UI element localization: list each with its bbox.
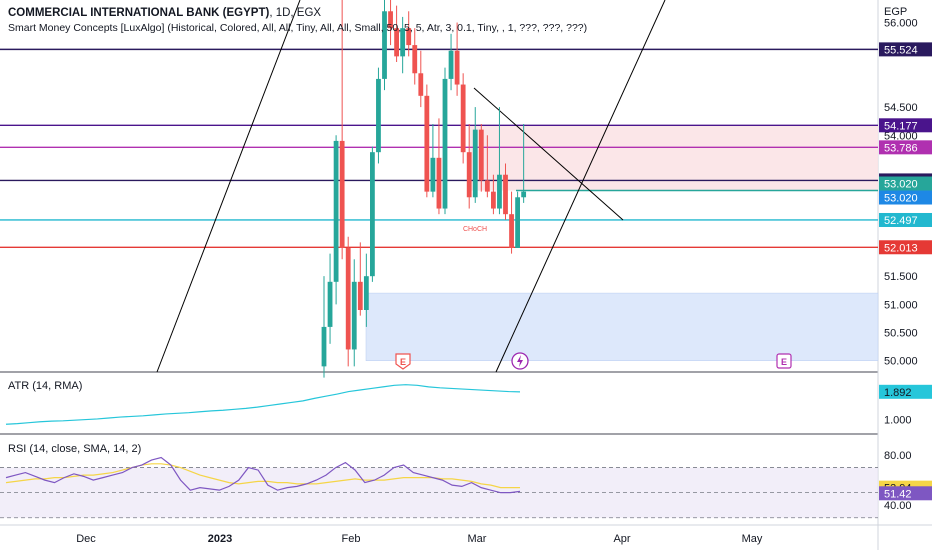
atr-tick-label: 1.000: [884, 415, 912, 427]
candle[interactable]: [370, 152, 375, 277]
price-badge: 53.020: [884, 193, 918, 205]
supply-zone: [470, 125, 878, 191]
candle[interactable]: [424, 95, 430, 192]
candle[interactable]: [394, 28, 399, 57]
candle[interactable]: [418, 73, 424, 96]
candle[interactable]: [521, 191, 527, 198]
candle[interactable]: [509, 214, 514, 248]
atr-value-badge: 1.892: [884, 387, 912, 399]
lightning-icon: [517, 355, 523, 367]
rsi-tick-label: 40.00: [884, 500, 912, 512]
trendline: [473, 87, 624, 221]
price-badge: 54.177: [884, 120, 918, 132]
candle[interactable]: [436, 157, 442, 209]
candle[interactable]: [460, 84, 466, 153]
earnings-marker[interactable]: E: [395, 353, 411, 370]
time-tick-label: May: [742, 533, 763, 545]
earnings-marker-shape: [776, 353, 792, 369]
candle[interactable]: [466, 152, 472, 198]
time-tick-label: Mar: [468, 533, 487, 545]
price-badge: 55.524: [884, 44, 918, 56]
price-badge: 53.786: [884, 142, 918, 154]
candle[interactable]: [321, 326, 327, 367]
symbol-legend[interactable]: COMMERCIAL INTERNATIONAL BANK (EGYPT), 1…: [8, 7, 321, 19]
time-tick-label: 2023: [208, 533, 232, 545]
earnings-marker-label: E: [400, 357, 406, 367]
candle[interactable]: [400, 28, 406, 57]
atr-value-badge-bg: [879, 384, 932, 399]
candle[interactable]: [497, 174, 502, 209]
atr-line: [5, 384, 521, 425]
price-badge: 53.020: [884, 179, 918, 191]
candle[interactable]: [442, 78, 448, 209]
candle[interactable]: [454, 50, 460, 85]
dividend-icon[interactable]: [511, 352, 529, 370]
atr-legend[interactable]: ATR (14, RMA): [8, 380, 83, 392]
symbol-name: COMMERCIAL INTERNATIONAL BANK (EGYPT): [8, 7, 270, 19]
price-tick-label: 51.500: [884, 271, 918, 283]
price-badge: 52.497: [884, 215, 918, 227]
symbol-meta: , 1D, EGX: [269, 7, 322, 19]
candle[interactable]: [491, 191, 496, 209]
candle[interactable]: [339, 140, 345, 248]
indicator-legend[interactable]: Smart Money Concepts [LuxAlgo] (Historic…: [8, 22, 588, 34]
candle[interactable]: [430, 157, 436, 192]
earnings-marker-label: E: [781, 357, 787, 367]
candle[interactable]: [376, 78, 381, 153]
price-badge: 52.013: [884, 242, 918, 254]
candle[interactable]: [351, 281, 357, 350]
candle[interactable]: [448, 50, 454, 79]
price-tick-label: 50.000: [884, 356, 918, 368]
channel-line-left: [156, 0, 301, 373]
rsi-line: [5, 456, 521, 494]
demand-zone: [365, 292, 879, 361]
rsi-tick-label: 80.00: [884, 450, 912, 462]
candle[interactable]: [472, 129, 478, 198]
candle[interactable]: [515, 197, 520, 248]
time-tick-label: Apr: [613, 533, 630, 545]
candle[interactable]: [388, 11, 393, 29]
candle[interactable]: [345, 248, 351, 350]
earnings-marker[interactable]: E: [776, 353, 792, 369]
price-badge-bg: [879, 42, 932, 57]
price-badge-bg: [879, 176, 932, 191]
candle[interactable]: [478, 129, 484, 181]
time-tick-label: Feb: [342, 533, 361, 545]
candle[interactable]: [363, 276, 369, 310]
candle[interactable]: [357, 281, 363, 310]
price-tick-label: 50.500: [884, 328, 918, 340]
price-tick-label: 54.000: [884, 130, 918, 142]
price-badge-bg: [879, 140, 932, 155]
rsi-legend[interactable]: RSI (14, close, SMA, 14, 2): [8, 443, 142, 455]
price-tick-label: 56.000: [884, 18, 918, 30]
price-badge-bg: [879, 240, 932, 255]
candle[interactable]: [382, 11, 387, 79]
rsi-value-badge: 51.42: [884, 488, 912, 500]
candle[interactable]: [503, 174, 508, 215]
candle[interactable]: [412, 45, 418, 74]
choch-label: CHoCH: [463, 226, 487, 233]
candle[interactable]: [484, 180, 490, 192]
channel-line-right: [495, 0, 666, 373]
time-tick-label: Dec: [76, 533, 96, 545]
price-badge-bg: [879, 118, 932, 133]
price-tick-label: 54.500: [884, 102, 918, 114]
earnings-marker-shape: [395, 353, 411, 370]
candle[interactable]: [327, 281, 333, 327]
rsi-value-badge-bg: [879, 486, 932, 501]
currency-label: EGP: [884, 6, 908, 18]
price-tick-label: 51.000: [884, 299, 918, 311]
candle[interactable]: [333, 140, 339, 282]
price-badge-bg: [879, 212, 932, 227]
rsi-band: [0, 467, 878, 518]
candle[interactable]: [406, 28, 412, 46]
price-badge-bg: [879, 190, 932, 205]
